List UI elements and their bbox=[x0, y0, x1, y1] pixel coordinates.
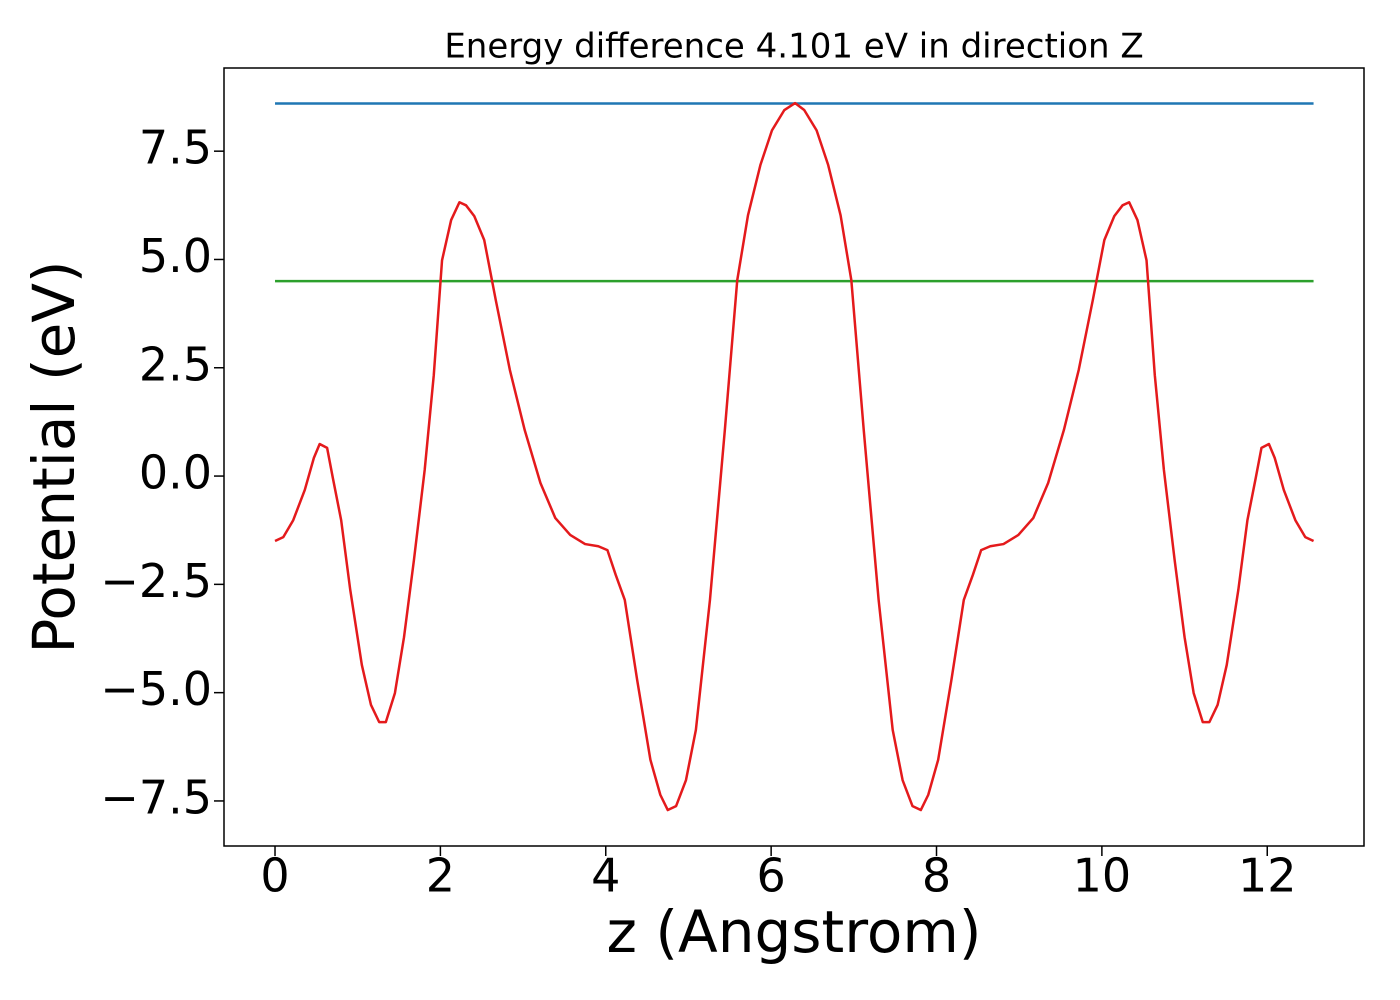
y-axis-label: Potential (eV) bbox=[20, 260, 88, 653]
x-tick-label: 2 bbox=[426, 849, 455, 903]
x-tick-label: 0 bbox=[260, 849, 289, 903]
chart-title: Energy difference 4.101 eV in direction … bbox=[444, 27, 1143, 67]
y-tick-label: 5.0 bbox=[139, 229, 212, 283]
y-tick-label: −2.5 bbox=[100, 554, 212, 608]
y-tick-label: −7.5 bbox=[100, 770, 212, 824]
y-tick-label: 2.5 bbox=[139, 337, 212, 391]
x-tick-label: 12 bbox=[1238, 849, 1297, 903]
y-tick-label: −5.0 bbox=[100, 662, 212, 716]
y-tick-label: 7.5 bbox=[139, 121, 212, 175]
y-tick-label: 0.0 bbox=[139, 446, 212, 500]
x-tick-label: 4 bbox=[591, 849, 620, 903]
x-tick-label: 10 bbox=[1073, 849, 1132, 903]
line-series bbox=[274, 101, 1315, 812]
plot-frame bbox=[223, 67, 1365, 847]
x-tick-label: 6 bbox=[756, 849, 785, 903]
x-tick-label: 8 bbox=[922, 849, 951, 903]
x-axis-label: z (Angstrom) bbox=[607, 898, 982, 966]
